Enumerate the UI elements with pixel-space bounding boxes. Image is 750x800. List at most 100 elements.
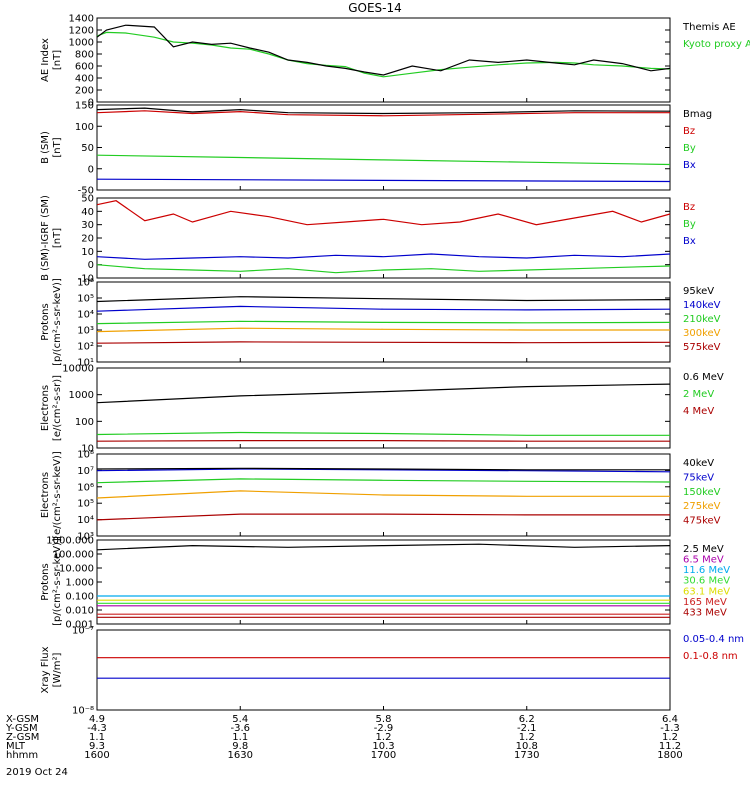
- panel-frame: [96, 17, 671, 103]
- legend-entry: 210keV: [683, 314, 721, 325]
- legend-entry: 63.1 MeV: [683, 586, 730, 597]
- x-axis-row-label: Y-GSM: [5, 723, 38, 734]
- series-line-bz: [96, 110, 670, 117]
- y-axis-unit: [nT]: [52, 228, 63, 248]
- x-axis-value: 1630: [228, 750, 253, 761]
- y-tick-label: 10²: [77, 342, 94, 353]
- y-axis-label: AE Index: [40, 38, 51, 82]
- y-tick-label: 0: [88, 98, 94, 109]
- panel-7: 0.001 0.010 0.100 1.000 10.000 100.000 1000.00…: [40, 536, 730, 631]
- x-axis-value: 9.8: [232, 741, 248, 752]
- series-line-300kev: [96, 327, 670, 333]
- x-axis-value: 1.1: [89, 732, 105, 743]
- x-axis-row-label: Z-GSM: [6, 732, 39, 743]
- legend-entry: By: [683, 143, 696, 154]
- y-axis-label: Electrons: [40, 472, 51, 518]
- y-axis-unit: [nT]: [52, 137, 63, 157]
- x-axis-value: -3.6: [230, 723, 250, 734]
- panel-8: 10⁻⁸ 10⁻⁷ Xray Flux [W/m²] 0.05-0.4 nm 0.1-0.…: [40, 626, 744, 717]
- legend-entry: 165 MeV: [683, 597, 727, 608]
- x-axis-value: -1.3: [660, 723, 680, 734]
- panel-6: 10³ 10⁴ 10⁵ 10⁶ 10⁷ 10⁸ Electrons [e/(cm²-s-sr-…: [40, 450, 721, 543]
- y-tick-label: 20: [81, 234, 94, 245]
- y-tick-label: 1000: [69, 390, 94, 401]
- y-axis-label: Xray Flux: [40, 646, 51, 693]
- series-line-bz: [96, 200, 671, 226]
- x-axis-value: 1.1: [232, 732, 248, 743]
- y-tick-label: 10⁶: [77, 482, 94, 493]
- panel-2: -50 0 50 100 150 B (SM) [nT] Bmag Bz By Bx: [40, 101, 712, 197]
- legend-entry: 275keV: [683, 501, 721, 512]
- x-axis-value: 6.4: [662, 714, 678, 725]
- y-tick-label: -50: [78, 186, 94, 197]
- y-tick-label: 1000.000: [46, 536, 94, 547]
- y-axis-label: Protons: [40, 563, 51, 600]
- series-line-bx: [96, 253, 671, 260]
- legend-entry: Kyoto proxy AE: [683, 39, 750, 50]
- x-axis-value: 1700: [371, 750, 396, 761]
- x-axis-value: 5.4: [232, 714, 248, 725]
- y-axis-label: B (SM): [40, 131, 51, 164]
- legend-entry: Bz: [683, 126, 695, 137]
- series-line-275kev: [96, 490, 670, 499]
- legend-entry: 6.5 MeV: [683, 555, 724, 566]
- legend-entry: 0.6 MeV: [683, 372, 724, 383]
- series-line-475kev: [96, 513, 670, 521]
- x-axis-value: 1.2: [662, 732, 678, 743]
- panel-4: 10¹ 10² 10³ 10⁴ 10⁵ 10⁶ Protons [p/(cm²-s-sr-ke…: [40, 278, 721, 369]
- y-axis-unit: [W/m²]: [52, 652, 63, 687]
- y-tick-label: 10⁵: [77, 499, 94, 510]
- series-line-bmag: [96, 107, 671, 115]
- y-tick-label: 10000: [62, 364, 94, 375]
- series-line-95kev: [96, 296, 671, 303]
- x-axis-value: 9.3: [89, 741, 105, 752]
- y-tick-label: -10: [78, 274, 94, 285]
- y-tick-label: 0.001: [65, 620, 94, 631]
- series-line-by: [96, 154, 671, 166]
- legend-entry: 4 MeV: [683, 406, 714, 417]
- y-tick-label: 600: [75, 62, 94, 73]
- series-line-bx: [96, 178, 671, 183]
- x-axis-value: 4.9: [89, 714, 105, 725]
- y-tick-label: 10: [81, 247, 94, 258]
- x-axis-value: 1.2: [376, 732, 392, 743]
- panel-5: 10 100 1000 10000 Electrons [e/(cm²-s-sr)] 0.6…: [40, 364, 724, 455]
- series-line-210kev: [96, 320, 671, 325]
- y-tick-label: 40: [81, 207, 94, 218]
- legend-entry: 2.5 MeV: [683, 544, 724, 555]
- legend-entry: 30.6 MeV: [683, 576, 730, 587]
- series-line-150kev: [96, 478, 671, 484]
- y-tick-label: 10⁶: [77, 278, 94, 289]
- y-tick-label: 10³: [77, 532, 94, 543]
- y-tick-label: 10⁴: [77, 310, 94, 321]
- legend-entry: 150keV: [683, 487, 721, 498]
- series-line-75kev: [96, 468, 671, 473]
- series-line-575kev: [96, 341, 671, 344]
- y-axis-unit: [e/(cm²-s-sr-keV)]: [52, 451, 63, 539]
- series-line-2-mev: [96, 431, 670, 436]
- series-line-0-6-mev: [96, 383, 671, 404]
- y-axis-label: B (SM)-IGRF (SM): [40, 195, 51, 281]
- legend-entry: Themis AE: [682, 22, 736, 33]
- panel-frame: [96, 197, 671, 279]
- y-tick-label: 150: [75, 101, 94, 112]
- y-tick-label: 30: [81, 220, 94, 231]
- x-axis-row-label: MLT: [6, 741, 26, 752]
- date-label: 2019 Oct 24: [6, 767, 68, 778]
- y-tick-label: 1200: [69, 26, 94, 37]
- y-tick-label: 10: [81, 444, 94, 455]
- y-tick-label: 10⁻⁸: [72, 706, 94, 717]
- y-tick-label: 10¹: [77, 358, 94, 369]
- x-axis-value: 10.8: [516, 741, 538, 752]
- y-tick-label: 50: [81, 143, 94, 154]
- y-tick-label: 10⁴: [77, 515, 94, 526]
- legend-entry: 300keV: [683, 328, 721, 339]
- legend-entry: 2 MeV: [683, 389, 714, 400]
- y-tick-label: 10⁷: [77, 466, 94, 477]
- legend-entry: 0.05-0.4 nm: [683, 634, 744, 645]
- series-line-2-5-mev: [96, 543, 671, 551]
- x-axis-row-label: hhmm: [6, 750, 38, 761]
- x-axis-value: 1.2: [519, 732, 535, 743]
